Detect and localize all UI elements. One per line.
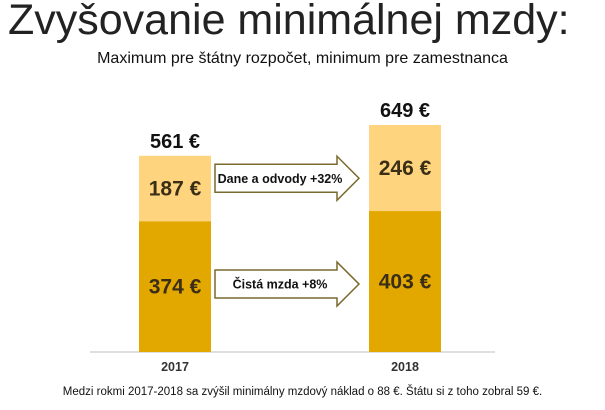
x-tick-label: 2018 xyxy=(391,360,419,374)
annotation-label: Dane a odvody +32% xyxy=(218,172,343,186)
chart-subtitle: Maximum pre štátny rozpočet, minimum pre… xyxy=(97,50,508,67)
segment-value-label: 187 € xyxy=(149,177,202,200)
bar-segment-2017-top xyxy=(139,155,211,222)
total-value-label: 649 € xyxy=(380,100,430,122)
bar-segment-2017-bottom xyxy=(139,221,211,352)
segment-value-label: 246 € xyxy=(379,157,432,180)
segment-value-label: 403 € xyxy=(379,271,432,294)
total-value-label: 561 € xyxy=(150,131,200,153)
page-title: Zvyšovanie minimálnej mzdy: xyxy=(8,0,570,44)
annotation-arrow-icon xyxy=(214,154,361,203)
bar-segment-2018-top xyxy=(369,125,441,212)
bar-segment-2018-bottom xyxy=(369,211,441,352)
annotation-label: Čistá mzda +8% xyxy=(233,277,328,292)
footnote: Medzi rokmi 2017-2018 sa zvýšil minimáln… xyxy=(62,386,543,398)
segment-value-label: 374 € xyxy=(149,276,202,299)
annotation-arrow-icon xyxy=(214,260,361,308)
x-tick-label: 2017 xyxy=(161,360,189,374)
